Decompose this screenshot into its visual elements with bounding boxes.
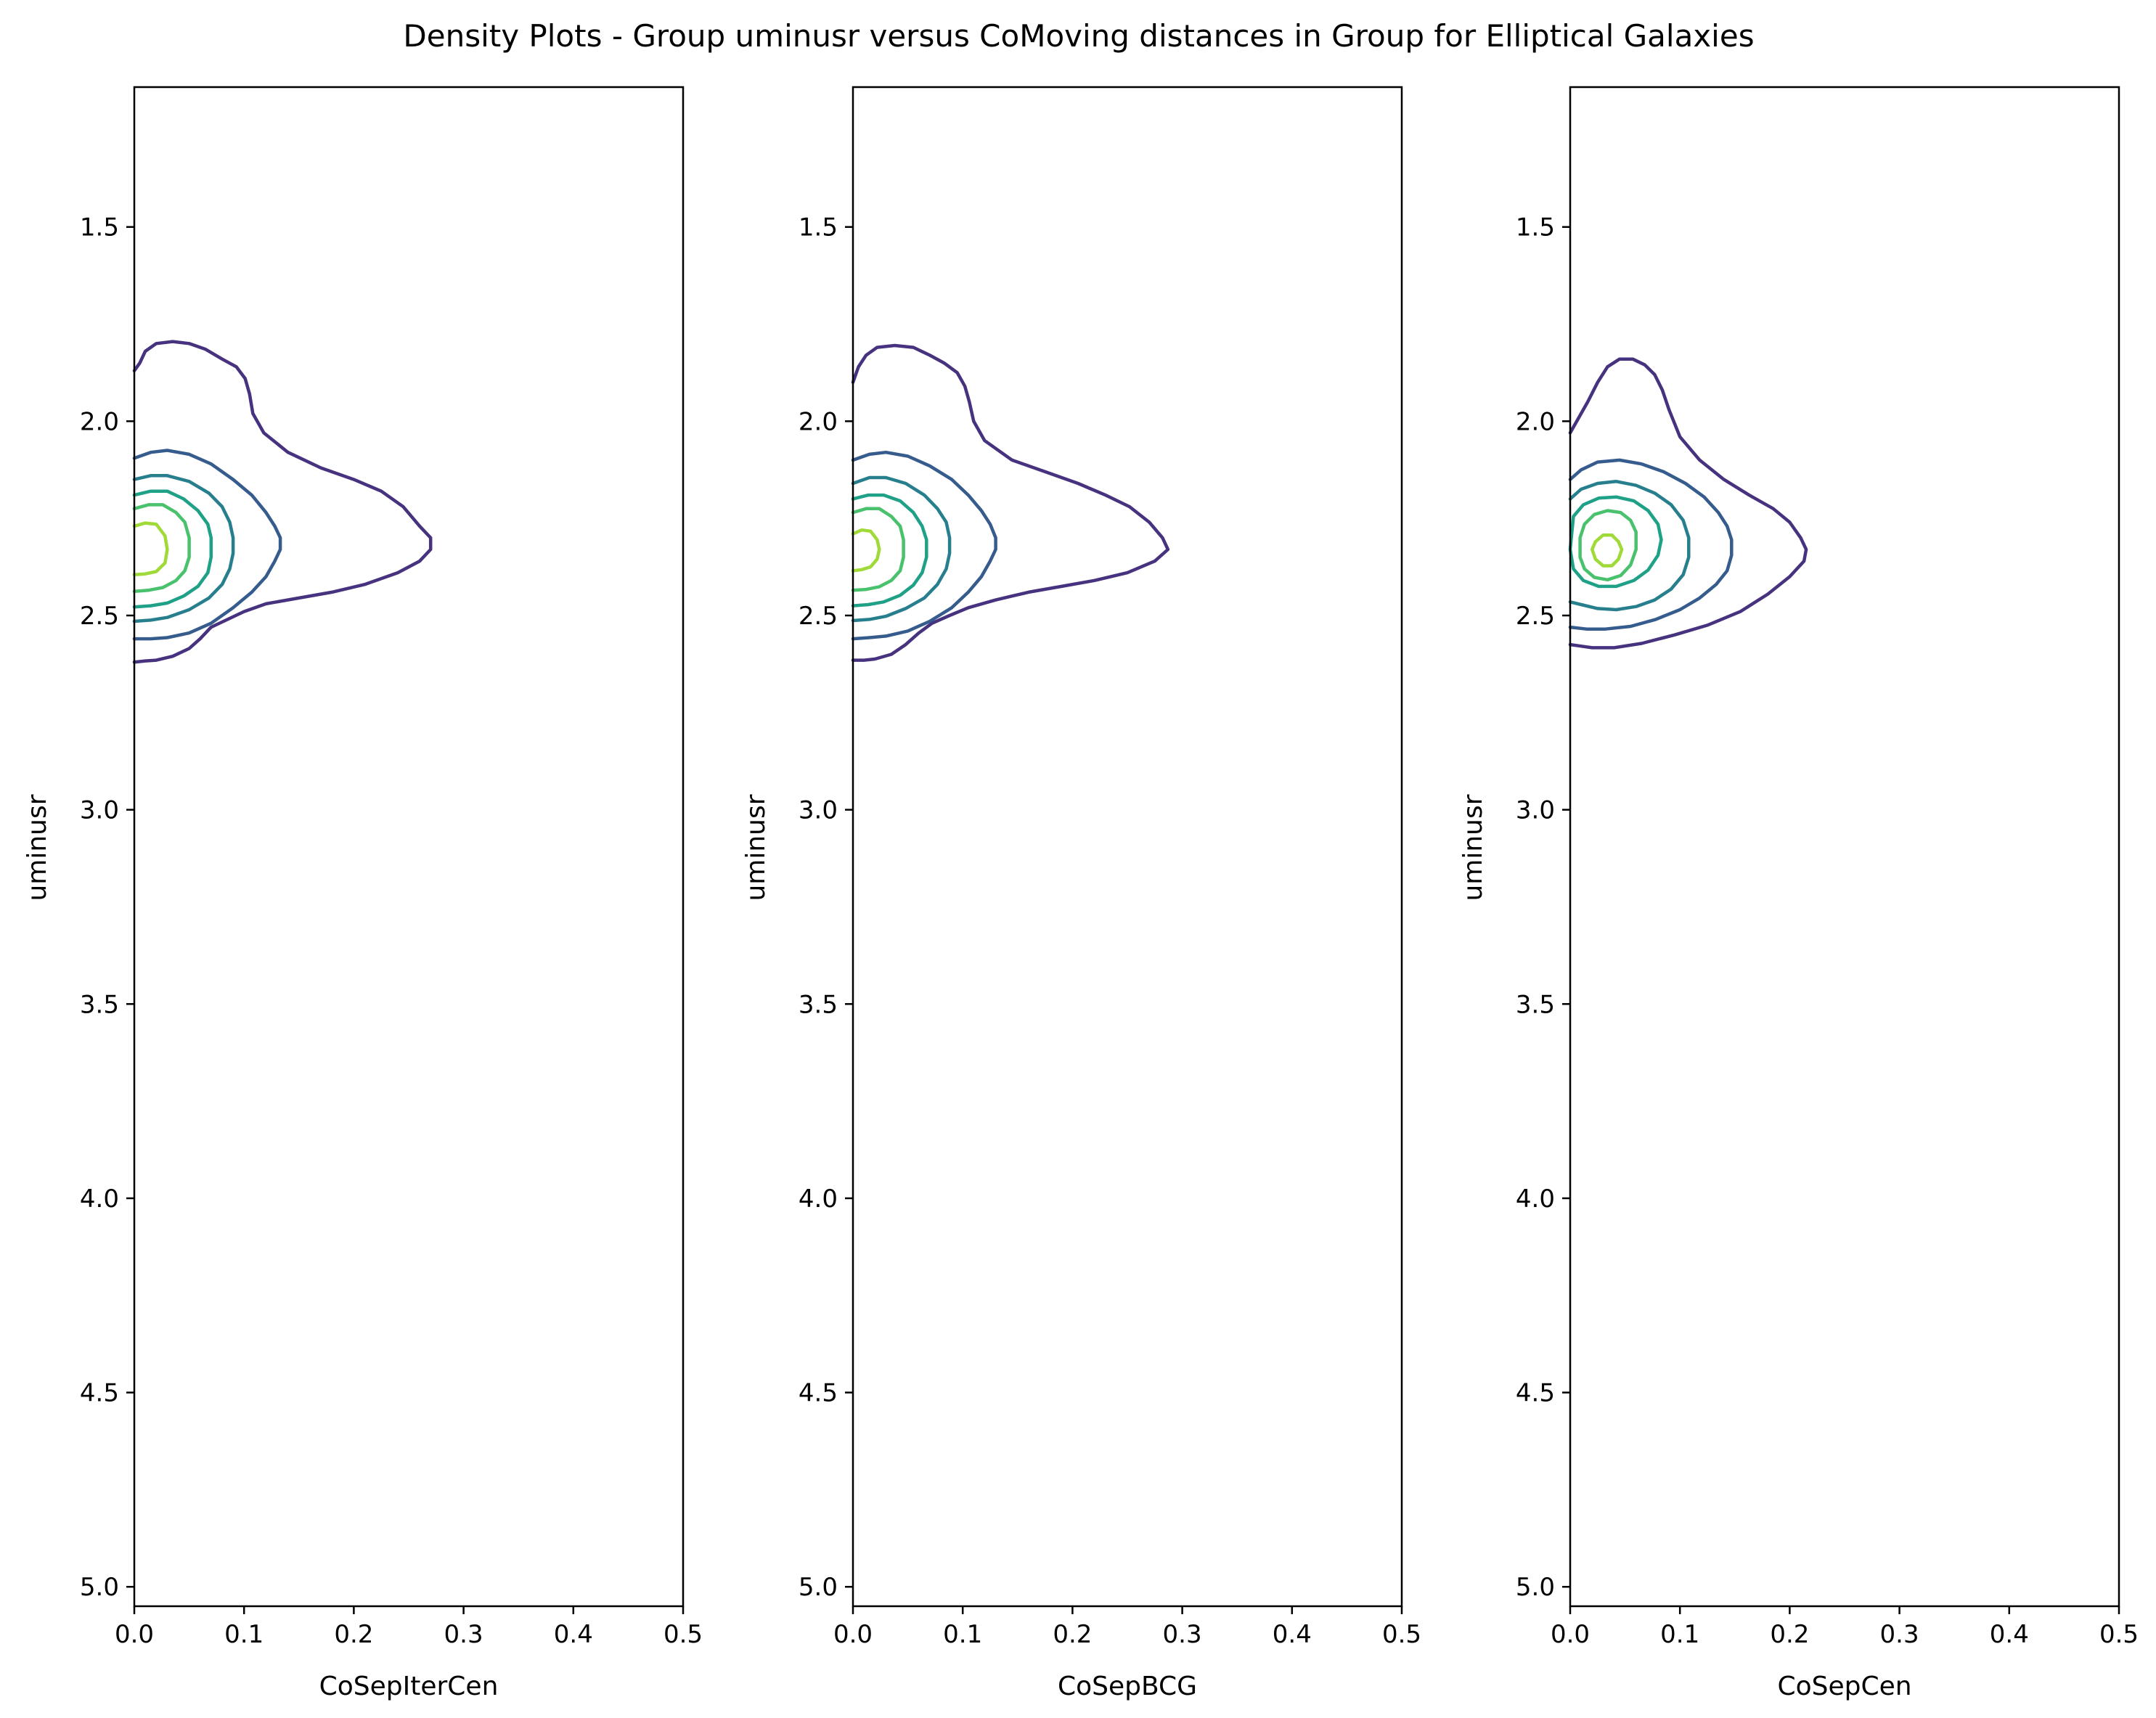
y-tick-label: 2.5 — [799, 602, 838, 631]
y-tick-label: 2.0 — [799, 407, 838, 436]
plot-frame — [1569, 86, 2120, 1608]
contour-level-2 — [851, 450, 997, 641]
contour-group — [132, 340, 433, 664]
x-tick-label: 0.1 — [1660, 1620, 1699, 1649]
x-axis-label: CoSepIterCen — [319, 1672, 499, 1701]
y-tick-label: 3.0 — [799, 796, 838, 825]
contour-level-5 — [851, 507, 905, 592]
y-tick-label: 2.0 — [80, 407, 119, 436]
y-tick-label: 4.0 — [80, 1185, 119, 1214]
contour-level-1 — [1568, 357, 1808, 650]
contour-level-2 — [132, 449, 282, 641]
contour-level-6 — [851, 528, 881, 573]
y-tick-label: 3.5 — [799, 990, 838, 1019]
x-tick-label: 0.4 — [554, 1620, 593, 1649]
y-tick-label: 3.5 — [1516, 990, 1555, 1019]
figure-title: Density Plots - Group uminusr versus CoM… — [403, 18, 1754, 54]
contour-level-4 — [1568, 495, 1663, 589]
x-tick-label: 0.3 — [1880, 1620, 1919, 1649]
x-tick-label: 0.0 — [1551, 1620, 1590, 1649]
y-tick-label: 4.0 — [799, 1185, 838, 1214]
x-tick-label: 0.3 — [1163, 1620, 1202, 1649]
contour-level-6 — [1590, 533, 1624, 568]
y-tick-label: 3.0 — [1516, 796, 1555, 825]
y-tick-label: 4.0 — [1516, 1185, 1555, 1214]
y-axis-label: uminusr — [1458, 794, 1488, 901]
contour-level-3 — [132, 474, 235, 623]
contour-level-3 — [1568, 480, 1691, 612]
y-tick-label: 1.5 — [1516, 213, 1555, 242]
y-tick-label: 4.5 — [1516, 1379, 1555, 1408]
x-tick-label: 0.5 — [2099, 1620, 2139, 1649]
x-axis-label: CoSepCen — [1777, 1672, 1911, 1701]
x-tick-label: 0.0 — [833, 1620, 873, 1649]
y-axis-label: uminusr — [23, 794, 52, 901]
y-tick-label: 5.0 — [1516, 1573, 1555, 1602]
contour-level-5 — [1578, 509, 1638, 582]
y-tick-label: 2.0 — [1516, 407, 1555, 436]
x-tick-label: 0.3 — [444, 1620, 483, 1649]
x-tick-label: 0.1 — [943, 1620, 982, 1649]
x-axis-label: CoSepBCG — [1058, 1672, 1197, 1701]
x-tick-label: 0.2 — [1770, 1620, 1809, 1649]
y-tick-label: 4.5 — [80, 1379, 119, 1408]
y-tick-label: 3.5 — [80, 990, 119, 1019]
contour-group — [851, 343, 1170, 662]
x-tick-label: 0.0 — [115, 1620, 154, 1649]
y-tick-label: 5.0 — [80, 1573, 119, 1602]
x-tick-label: 0.5 — [663, 1620, 703, 1649]
x-tick-label: 0.2 — [334, 1620, 373, 1649]
panel-cosepitercen: 0.0 0.1 0.2 0.3 0.4 0.5 1.5 2.0 2.5 3.0 3.5 4.0 4.5 5… — [23, 86, 703, 1701]
contour-level-2 — [1568, 458, 1734, 631]
contour-group — [1568, 357, 1808, 650]
plot-frame — [133, 86, 685, 1608]
contour-level-1 — [851, 343, 1170, 662]
y-axis-label: uminusr — [741, 794, 771, 901]
y-tick-label: 5.0 — [799, 1573, 838, 1602]
y-tick-label: 4.5 — [799, 1379, 838, 1408]
contour-level-3 — [851, 475, 952, 623]
contour-level-1 — [132, 340, 433, 664]
y-tick-label: 2.5 — [80, 602, 119, 631]
x-tick-label: 0.4 — [1273, 1620, 1312, 1649]
y-tick-label: 2.5 — [1516, 602, 1555, 631]
contour-level-5 — [132, 503, 191, 594]
contour-level-6 — [132, 521, 169, 577]
contour-level-4 — [132, 489, 213, 609]
y-tick-label: 3.0 — [80, 796, 119, 825]
x-tick-label: 0.2 — [1053, 1620, 1092, 1649]
x-tick-label: 0.4 — [1990, 1620, 2029, 1649]
y-tick-label: 1.5 — [799, 213, 838, 242]
x-tick-label: 0.5 — [1382, 1620, 1421, 1649]
panel-cosepcen: 0.0 0.1 0.2 0.3 0.4 0.5 1.5 2.0 2.5 3.0 3.5 4.0 4.5 5… — [1458, 86, 2139, 1701]
panel-cosepbcg: 0.0 0.1 0.2 0.3 0.4 0.5 1.5 2.0 2.5 3.0 3.5 4.0 4.5 5… — [741, 86, 1421, 1701]
y-tick-label: 1.5 — [80, 213, 119, 242]
x-tick-label: 0.1 — [224, 1620, 264, 1649]
plot-frame — [852, 86, 1403, 1608]
contour-level-4 — [851, 493, 928, 608]
